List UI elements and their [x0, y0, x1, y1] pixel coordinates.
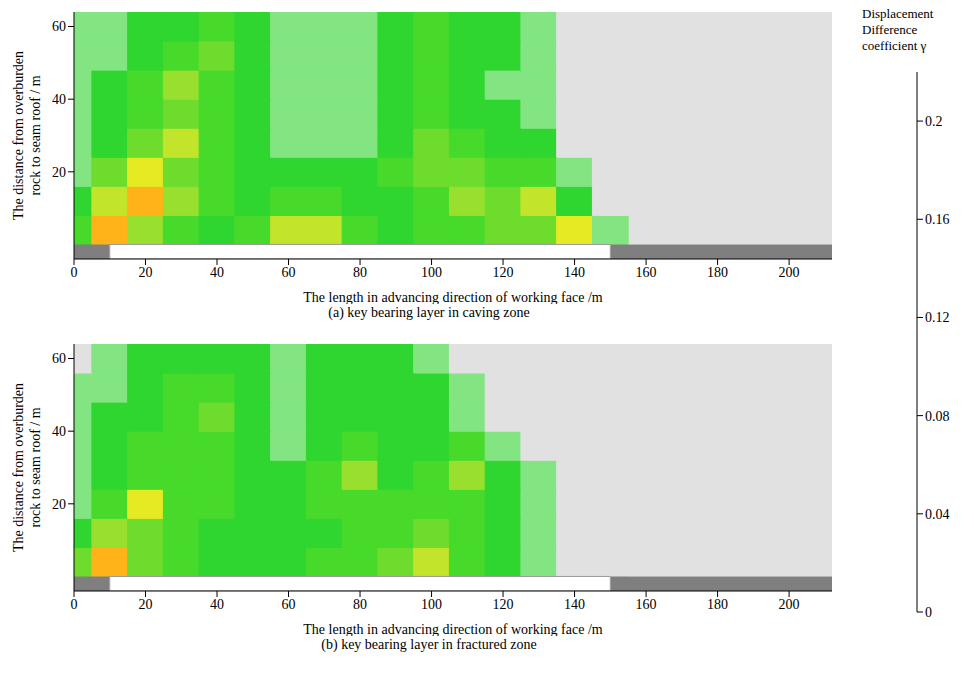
svg-text:The distance from overburdenro: The distance from overburdenrock to seam… [11, 51, 43, 220]
html-text:Displacement Difference coeffi: Displacement Difference coefficient γ [862, 6, 934, 53]
svg-text:160: 160 [636, 597, 657, 612]
svg-text:40: 40 [52, 92, 66, 107]
svg-text:20: 20 [52, 165, 66, 180]
svg-text:0: 0 [925, 605, 932, 620]
svg-text:100: 100 [421, 265, 442, 280]
html-text:(b) key bearing layer in fract: (b) key bearing layer in fractured zone [321, 637, 537, 652]
svg-text:0.16: 0.16 [925, 212, 950, 227]
svg-text:0: 0 [71, 597, 78, 612]
html-text:(a) key bearing layer in cavin: (a) key bearing layer in caving zone [328, 305, 530, 320]
svg-text:0: 0 [71, 265, 78, 280]
svg-text:140: 140 [564, 265, 585, 280]
svg-text:80: 80 [353, 265, 367, 280]
svg-text:The distance from overburdenro: The distance from overburdenrock to seam… [11, 383, 43, 552]
svg-text:0.08: 0.08 [925, 409, 950, 424]
svg-text:20: 20 [139, 265, 153, 280]
svg-text:40: 40 [210, 265, 224, 280]
svg-text:The length in advancing direct: The length in advancing direction of wor… [303, 290, 602, 304]
svg-text:200: 200 [779, 265, 800, 280]
svg-text:60: 60 [52, 351, 66, 366]
svg-text:0.12: 0.12 [925, 310, 950, 325]
svg-text:100: 100 [421, 597, 442, 612]
svg-text:160: 160 [636, 265, 657, 280]
svg-text:0.04: 0.04 [925, 507, 950, 522]
svg-text:180: 180 [707, 597, 728, 612]
svg-text:20: 20 [52, 497, 66, 512]
svg-text:200: 200 [779, 597, 800, 612]
svg-text:60: 60 [52, 19, 66, 34]
svg-text:60: 60 [282, 265, 296, 280]
svg-text:120: 120 [493, 597, 514, 612]
svg-text:80: 80 [353, 597, 367, 612]
svg-text:The length in advancing direct: The length in advancing direction of wor… [303, 622, 602, 636]
svg-text:40: 40 [52, 424, 66, 439]
svg-text:120: 120 [493, 265, 514, 280]
svg-text:40: 40 [210, 597, 224, 612]
svg-text:60: 60 [282, 597, 296, 612]
svg-text:20: 20 [139, 597, 153, 612]
svg-text:140: 140 [564, 597, 585, 612]
svg-text:180: 180 [707, 265, 728, 280]
svg-text:0.2: 0.2 [925, 114, 943, 129]
